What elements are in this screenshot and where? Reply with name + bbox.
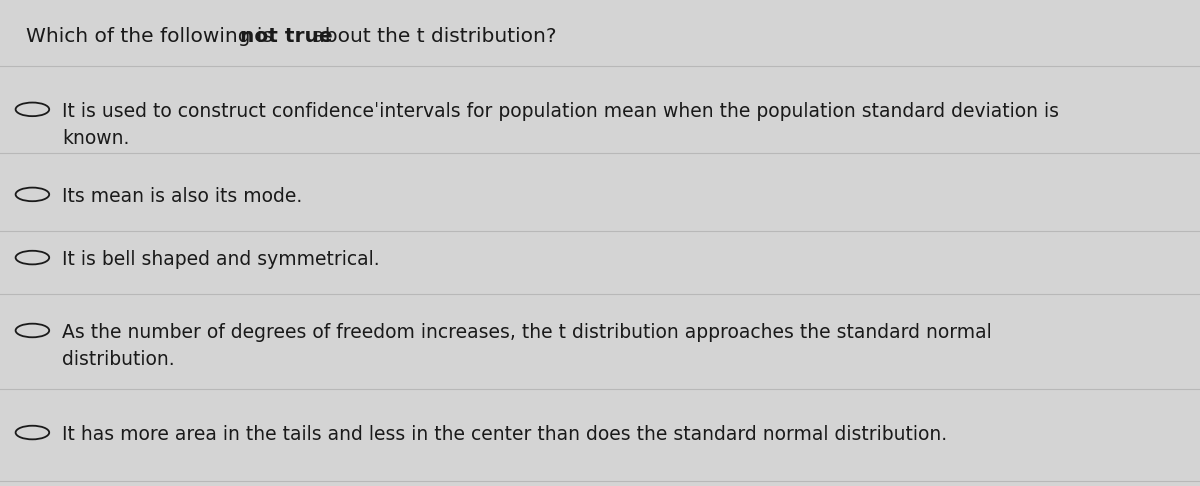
Text: about the t distribution?: about the t distribution? <box>306 27 557 46</box>
Text: As the number of degrees of freedom increases, the t distribution approaches the: As the number of degrees of freedom incr… <box>62 323 992 369</box>
Text: Which of the following is: Which of the following is <box>26 27 280 46</box>
Text: It is bell shaped and symmetrical.: It is bell shaped and symmetrical. <box>62 250 380 269</box>
Text: Its mean is also its mode.: Its mean is also its mode. <box>62 187 302 206</box>
Text: It has more area in the tails and less in the center than does the standard norm: It has more area in the tails and less i… <box>62 425 948 444</box>
Text: not true: not true <box>240 27 332 46</box>
Text: It is used to construct confidenceˈintervals for population mean when the popula: It is used to construct confidenceˈinter… <box>62 102 1060 148</box>
